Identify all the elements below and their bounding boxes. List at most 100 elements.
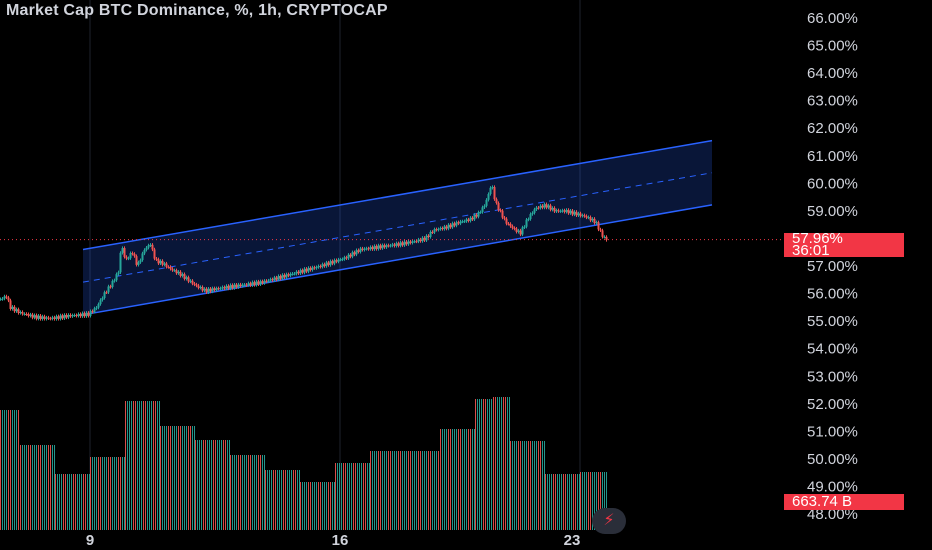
volume-bar (52, 445, 53, 530)
candle-body (231, 285, 234, 289)
volume-bar (248, 455, 249, 530)
candle (139, 258, 142, 264)
candle (371, 245, 374, 251)
x-axis[interactable]: 9 16 23 (86, 532, 581, 549)
candle (75, 313, 78, 318)
candle-body (461, 221, 464, 223)
candle (143, 248, 146, 256)
volume-bar (598, 472, 599, 530)
candle-body (577, 213, 580, 216)
y-axis[interactable]: 66.00% 65.00% 64.00% 63.00% 62.00% 61.00% 60.0… (807, 10, 858, 523)
candle (295, 270, 298, 276)
candle-body (185, 277, 188, 279)
candle-body (351, 252, 354, 257)
volume-bar (602, 472, 603, 530)
candle-body (101, 297, 104, 300)
candle (349, 253, 352, 259)
candle-body (529, 214, 532, 220)
candle-body (177, 271, 180, 274)
volume-bar (160, 426, 161, 530)
volume-bar (477, 399, 478, 530)
candle (219, 286, 222, 291)
volume-bar (147, 401, 148, 530)
candle-body (161, 260, 164, 265)
volume-bar (347, 463, 348, 530)
parallel-channel[interactable] (82, 139, 713, 316)
volume-bar (436, 451, 437, 530)
channel-lower-line (82, 204, 713, 316)
candle (43, 314, 46, 321)
candle-body (199, 287, 202, 289)
volume-bar (71, 474, 72, 530)
candle-body (425, 235, 428, 241)
volume-bar (254, 455, 255, 530)
candle (273, 275, 276, 282)
candle-body (533, 209, 536, 213)
candle-body (281, 274, 284, 279)
candle-body (257, 281, 260, 285)
y-tick-label: 61.00% (807, 148, 858, 165)
volume-bar (416, 451, 417, 530)
candle (11, 305, 14, 311)
candle-body (147, 245, 150, 248)
volume-bar (287, 470, 288, 530)
candle-body (125, 256, 128, 259)
candle (259, 279, 262, 287)
candle (5, 294, 8, 300)
volume-bar (240, 455, 241, 530)
candle-body (31, 314, 34, 318)
candle-body (21, 312, 24, 314)
candle-body (61, 315, 64, 319)
candle-body (311, 267, 314, 270)
candle-body (133, 253, 136, 257)
candle (343, 255, 346, 261)
candle (67, 313, 70, 320)
candle-body (271, 279, 274, 281)
candle-body (513, 228, 516, 230)
volume-bar (229, 440, 230, 530)
volume-block-1 (20, 445, 55, 530)
candle-body (345, 257, 348, 259)
candle (437, 227, 440, 232)
volume-bar (422, 451, 423, 530)
candle (35, 313, 38, 321)
candle-body (539, 205, 542, 208)
candle-body (131, 253, 134, 255)
candle (275, 275, 278, 282)
candle (367, 246, 370, 251)
volume-bar (398, 451, 399, 530)
candle (531, 211, 534, 216)
volume-bar (341, 463, 342, 530)
candle (119, 251, 122, 274)
candle (503, 215, 506, 221)
candle-body (181, 274, 184, 276)
candle (455, 220, 458, 228)
candle-body (573, 211, 576, 215)
candle-body (113, 280, 116, 282)
volume-bar (199, 440, 200, 530)
candle (313, 265, 316, 270)
candle-body (441, 228, 444, 230)
lightning-icon[interactable]: ⚡︎ (592, 508, 626, 534)
volume-bar (545, 474, 546, 530)
volume-bar (100, 457, 101, 530)
candle (441, 226, 444, 231)
candle-body (565, 209, 568, 212)
candle (331, 259, 334, 266)
candle (229, 283, 232, 291)
volume-bar (448, 429, 449, 530)
candle-body (587, 217, 590, 219)
candle (215, 286, 218, 292)
candle (483, 204, 486, 209)
candle-body (331, 261, 334, 264)
volume-bar (122, 457, 123, 530)
candle-body (205, 288, 208, 293)
last-price-value: 57.96% (792, 230, 843, 247)
x-tick-label: 16 (332, 532, 349, 549)
candle-body (543, 204, 546, 208)
volume-bar (388, 451, 389, 530)
candle (537, 206, 540, 210)
candle (489, 186, 492, 196)
